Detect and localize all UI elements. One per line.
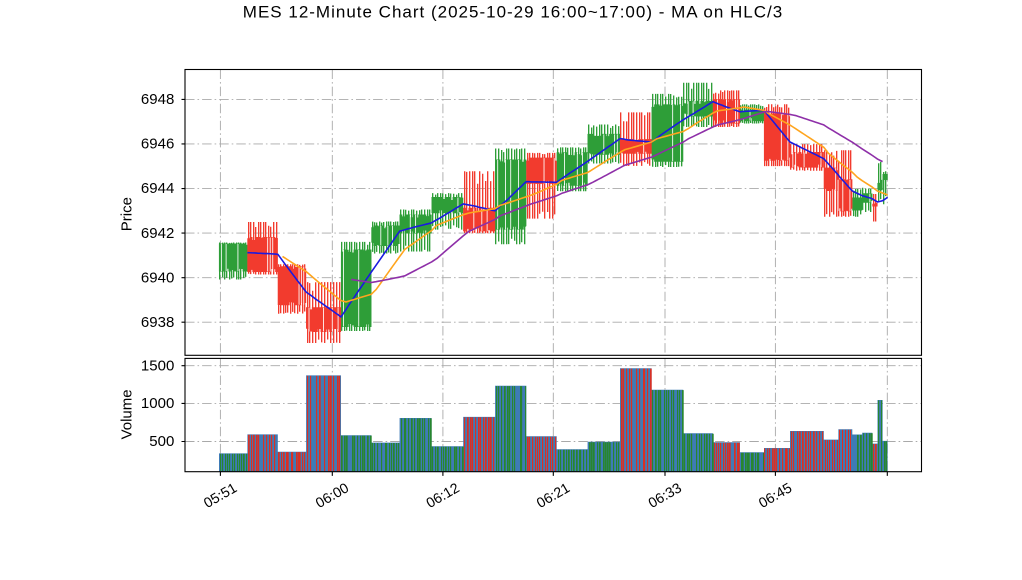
svg-text:6948: 6948 (141, 91, 174, 108)
svg-text:1500: 1500 (141, 357, 174, 374)
svg-text:1000: 1000 (141, 395, 174, 412)
svg-text:Volume: Volume (118, 389, 135, 439)
svg-text:500: 500 (149, 433, 174, 450)
svg-text:6942: 6942 (141, 225, 174, 242)
svg-text:6944: 6944 (141, 180, 174, 197)
svg-text:MES 12-Minute Chart (2025-10-2: MES 12-Minute Chart (2025-10-29 16:00~17… (243, 3, 783, 22)
svg-text:6946: 6946 (141, 136, 174, 153)
svg-text:Price: Price (118, 197, 135, 231)
svg-text:6938: 6938 (141, 314, 174, 331)
svg-text:6940: 6940 (141, 269, 174, 286)
